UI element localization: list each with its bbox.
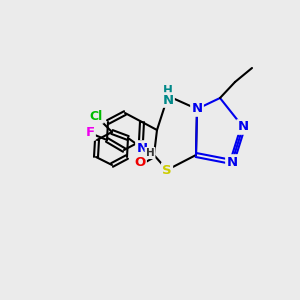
Text: N: N [237,121,249,134]
Text: S: S [162,164,172,176]
Text: H: H [163,83,173,97]
Text: N: N [162,94,174,106]
Text: N: N [226,155,238,169]
Text: N: N [191,103,203,116]
Text: H: H [146,148,154,158]
Text: N: N [136,142,148,154]
Text: O: O [134,157,146,169]
Text: Cl: Cl [89,110,103,122]
Text: F: F [85,127,94,140]
